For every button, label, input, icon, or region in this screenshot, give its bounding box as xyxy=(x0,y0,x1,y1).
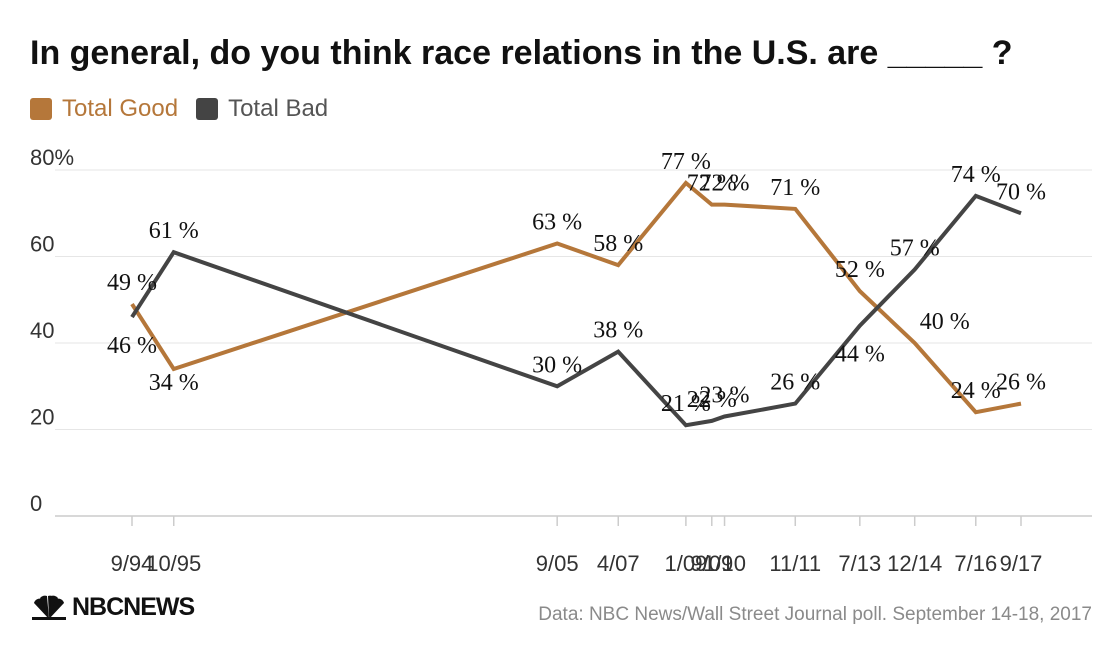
x-tick-label: 1/10 xyxy=(703,551,746,576)
data-label-bad: 23 % xyxy=(700,383,750,409)
x-tick-label: 9/17 xyxy=(1000,551,1043,576)
data-label-good: 71 % xyxy=(770,175,820,201)
label-layer: 49 % 34 % 63 % 58 % 77 %72 %72 % 71 % 52 % 40 %… xyxy=(107,149,1046,417)
data-label-bad: 74 % xyxy=(951,162,1001,188)
data-label-good: 34 % xyxy=(149,370,199,396)
nbc-news-logo: NBCNEWS xyxy=(30,593,195,622)
data-label-good: 72 % xyxy=(687,171,737,197)
data-label-good: 49 % xyxy=(107,270,157,296)
data-label-good: 58 % xyxy=(593,231,643,257)
data-label-good: 24 % xyxy=(951,378,1001,404)
x-tick-label: 9/09 xyxy=(690,551,733,576)
legend: Total Good Total Bad xyxy=(30,95,346,123)
y-tick-label: 80% xyxy=(30,145,74,170)
x-tick-label: 4/07 xyxy=(597,551,640,576)
x-tick-label: 10/95 xyxy=(146,551,201,576)
legend-swatch-good xyxy=(30,98,52,120)
series-layer xyxy=(130,180,1022,428)
y-tick-label: 60 xyxy=(30,232,54,257)
data-label-good: 40 % xyxy=(920,309,970,335)
x-tick-label: 7/13 xyxy=(838,551,881,576)
x-tick-label: 7/16 xyxy=(954,551,997,576)
legend-label-bad: Total Bad xyxy=(228,95,329,122)
legend-item-bad: Total Bad xyxy=(196,95,328,123)
data-label-bad: 61 % xyxy=(149,218,199,244)
y-tick-label: 20 xyxy=(30,405,54,430)
data-label-bad: 44 % xyxy=(835,342,885,368)
data-label-good: 26 % xyxy=(996,370,1046,396)
data-label-good: 77 % xyxy=(661,149,711,175)
legend-label-good: Total Good xyxy=(62,95,179,122)
x-tick-label: 11/11 xyxy=(769,551,821,576)
x-tick-label: 9/05 xyxy=(536,551,579,576)
x-tick-label: 12/14 xyxy=(887,551,942,576)
data-label-good: 72 % xyxy=(700,171,750,197)
legend-item-good: Total Good xyxy=(30,95,178,123)
data-label-bad: 22 % xyxy=(687,387,737,413)
legend-swatch-bad xyxy=(196,98,219,120)
data-label-good: 52 % xyxy=(835,257,885,283)
source-note: Data: NBC News/Wall Street Journal poll.… xyxy=(538,604,1092,625)
x-tick-label: 1/09 xyxy=(664,551,707,576)
data-label-bad: 57 % xyxy=(890,235,940,261)
data-label-bad: 26 % xyxy=(770,370,820,396)
data-label-bad: 38 % xyxy=(593,318,643,344)
data-label-bad: 46 % xyxy=(107,333,157,359)
data-label-good: 63 % xyxy=(532,210,582,236)
peacock-icon xyxy=(32,595,66,620)
logo-text: NBCNEWS xyxy=(72,593,195,621)
y-tick-label: 0 xyxy=(30,491,42,516)
y-tick-label: 40 xyxy=(30,318,54,343)
data-label-bad: 30 % xyxy=(532,352,582,378)
x-tick-label: 9/94 xyxy=(111,551,154,576)
data-label-bad: 21 % xyxy=(661,391,711,417)
data-label-bad: 70 % xyxy=(996,179,1046,205)
chart-title: In general, do you think race relations … xyxy=(30,34,1013,72)
series-line-total-good xyxy=(130,180,1022,415)
series-line-total-bad xyxy=(130,193,1022,428)
